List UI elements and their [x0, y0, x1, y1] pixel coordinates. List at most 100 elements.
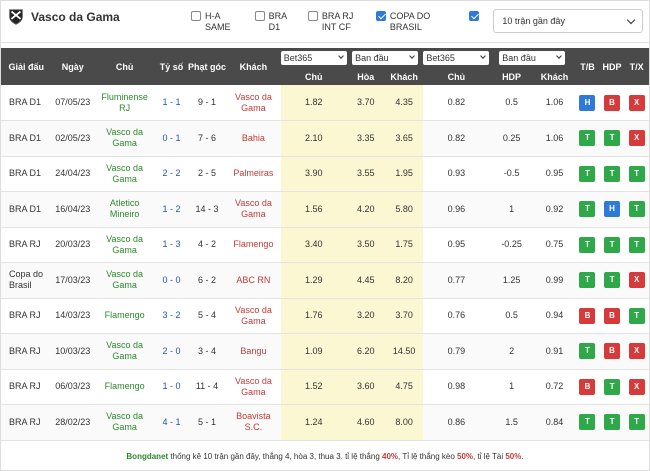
- hdp-result-cell: T: [599, 262, 625, 299]
- away-team-link[interactable]: Vasco da Gama: [226, 85, 281, 121]
- home-team-link[interactable]: Vasco da Gama: [94, 156, 155, 192]
- league-cell: BRA RJ: [1, 369, 52, 405]
- home-team-link[interactable]: Vasco da Gama: [94, 262, 155, 299]
- col-away: Khách: [226, 48, 281, 85]
- date-cell: 14/03/23: [51, 298, 95, 334]
- away-team-link[interactable]: Bahia: [226, 120, 281, 157]
- home-team-link[interactable]: Vasco da Gama: [94, 120, 155, 157]
- corner-cell: 11 - 4: [187, 369, 227, 405]
- footer-win-pct: 40%: [382, 452, 399, 461]
- odds-draw-cell: 6.20: [346, 333, 385, 370]
- odds-away-cell: 4.35: [384, 85, 424, 121]
- tx-result-cell: X: [624, 85, 649, 121]
- score-link[interactable]: 3 - 2: [154, 298, 188, 334]
- away-team-link[interactable]: Vasco da Gama: [226, 298, 281, 334]
- hdp-home-cell: 0.95: [423, 227, 490, 263]
- score-link[interactable]: 1 - 2: [154, 191, 188, 228]
- home-team-link[interactable]: Vasco da Gama: [94, 333, 155, 370]
- filter-ha-same-checkbox[interactable]: [191, 11, 201, 21]
- col-odds-away: Khách: [384, 68, 424, 85]
- odds2-select[interactable]: Ban đầu: [489, 48, 576, 68]
- odds-away-cell: 8.20: [384, 262, 424, 299]
- tx-result-cell: T: [624, 404, 649, 441]
- tb-result-cell: T: [575, 333, 600, 370]
- filter-ha-same-label: H-A SAME: [205, 11, 231, 32]
- filter-ha-same[interactable]: H-A SAME: [191, 11, 245, 33]
- filter-bra-rj-checkbox[interactable]: [307, 11, 318, 21]
- filter-copa-do-brasil[interactable]: COPA DO BRASIL: [375, 11, 460, 33]
- filter-extra[interactable]: [469, 11, 483, 21]
- odds-draw-cell: 4.60: [346, 404, 385, 441]
- corner-cell: 7 - 6: [187, 120, 227, 157]
- book1-select[interactable]: Bet365: [280, 48, 347, 68]
- hdp-away-cell: 0.75: [533, 227, 576, 263]
- odds-home-cell: 3.40: [280, 227, 347, 263]
- filter-extra-checkbox[interactable]: [469, 11, 480, 21]
- score-link[interactable]: 0 - 1: [154, 120, 188, 157]
- hdp-result-badge: B: [604, 343, 621, 360]
- away-team-link[interactable]: Boavista S.C.: [226, 404, 281, 441]
- home-team-link[interactable]: Fluminense RJ: [94, 85, 155, 121]
- hdp-result-badge: T: [604, 165, 621, 182]
- score-link[interactable]: 2 - 2: [154, 156, 188, 192]
- away-team-link[interactable]: ABC RN: [226, 262, 281, 299]
- hdp-away-cell: 0.84: [533, 404, 576, 441]
- filter-bra-d1-checkbox[interactable]: [254, 11, 265, 21]
- home-team-link[interactable]: Flamengo: [94, 298, 155, 334]
- chevron-down-icon: [556, 53, 563, 59]
- home-team-link[interactable]: Vasco da Gama: [94, 227, 155, 263]
- away-team-link[interactable]: Vasco da Gama: [226, 191, 281, 228]
- odds1-select[interactable]: Ban đầu: [346, 48, 424, 68]
- hdp-result-cell: T: [599, 120, 625, 157]
- col-date: Ngày: [51, 48, 95, 85]
- date-cell: 06/03/23: [51, 369, 95, 405]
- away-team-link[interactable]: Palmeiras: [226, 156, 281, 192]
- odds-home-cell: 2.10: [280, 120, 347, 157]
- filter-bra-rj[interactable]: BRA RJ INT CF: [307, 11, 366, 33]
- hdp-home-cell: 0.82: [423, 85, 490, 121]
- tx-result-badge: T: [628, 201, 645, 218]
- book2-select-value: Bet365: [426, 53, 455, 63]
- chevron-down-icon: [480, 53, 487, 59]
- filter-copa-do-brasil-label: COPA DO BRASIL: [389, 11, 431, 32]
- hdp-result-badge: T: [604, 236, 621, 253]
- odds-home-cell: 1.52: [280, 369, 347, 405]
- score-link[interactable]: 0 - 0: [154, 262, 188, 299]
- away-team-link[interactable]: Vasco da Gama: [226, 369, 281, 405]
- filter-copa-do-brasil-checkbox[interactable]: [375, 11, 386, 21]
- book1-select-value: Bet365: [283, 53, 313, 63]
- score-link[interactable]: 4 - 1: [154, 404, 188, 441]
- home-team-link[interactable]: Vasco da Gama: [94, 404, 155, 441]
- home-team-link[interactable]: Atletico Mineiro: [94, 191, 155, 228]
- hdp-result-badge: T: [604, 378, 621, 395]
- tx-result-badge: T: [628, 165, 645, 182]
- odds-draw-cell: 3.20: [346, 298, 385, 334]
- hdp-line-cell: 1: [489, 191, 534, 228]
- col-hdp-line: HDP: [489, 68, 534, 85]
- filter-bra-rj-label: BRA RJ INT CF: [321, 11, 354, 32]
- score-link[interactable]: 2 - 0: [154, 333, 188, 370]
- league-cell: BRA D1: [1, 191, 52, 228]
- away-team-link[interactable]: Bangu: [226, 333, 281, 370]
- filter-bra-d1-label: BRA D1: [268, 11, 287, 32]
- tx-result-badge: X: [628, 94, 645, 111]
- filter-bra-d1[interactable]: BRA D1: [254, 11, 298, 33]
- score-link[interactable]: 1 - 1: [154, 85, 188, 121]
- away-team-link[interactable]: Flamengo: [226, 227, 281, 263]
- table-row: BRA D1 16/04/23 Atletico Mineiro 1 - 2 14 - …: [1, 191, 649, 228]
- odds-away-cell: 1.95: [384, 156, 424, 192]
- footer-text: , tỉ lệ Tài: [473, 452, 506, 461]
- hdp-line-cell: 0.5: [489, 298, 534, 334]
- book2-select[interactable]: Bet365: [423, 48, 490, 68]
- tb-result-cell: T: [575, 120, 600, 157]
- match-count-select[interactable]: 10 trận gần đây: [493, 9, 643, 33]
- home-team-link[interactable]: Flamengo: [94, 369, 155, 405]
- tx-result-cell: X: [624, 333, 649, 370]
- tb-result-cell: H: [575, 85, 600, 121]
- score-link[interactable]: 1 - 0: [154, 369, 188, 405]
- col-score: Tỷ số: [154, 48, 188, 85]
- score-link[interactable]: 1 - 3: [154, 227, 188, 263]
- tb-result-badge: T: [579, 236, 596, 253]
